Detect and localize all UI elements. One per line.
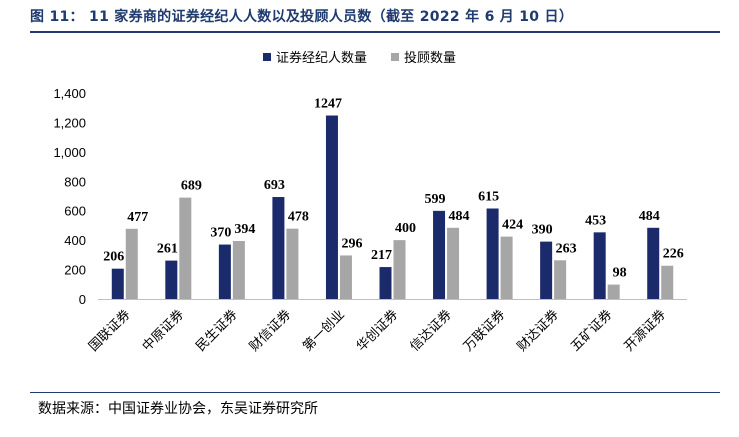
data-label-advisors: 424 — [502, 218, 523, 233]
bar-brokers — [218, 244, 231, 299]
bar-brokers — [486, 208, 499, 299]
category-label: 国联证券 — [86, 307, 134, 355]
y-tick-label: 0 — [79, 292, 86, 307]
y-tick-label: 1,000 — [53, 145, 86, 160]
bar-advisors — [232, 241, 245, 299]
y-tick-label: 1,400 — [53, 86, 86, 101]
category-label: 五矿证券 — [567, 307, 615, 355]
data-label-brokers: 206 — [103, 250, 124, 265]
data-label-advisors: 689 — [181, 179, 202, 194]
data-label-advisors: 226 — [663, 247, 684, 262]
category-label: 第一创业 — [300, 307, 347, 354]
data-label-advisors: 296 — [341, 236, 362, 251]
legend-swatch-advisors — [391, 53, 399, 61]
bar-brokers — [433, 210, 446, 299]
title-rule — [30, 31, 720, 33]
data-label-brokers: 484 — [639, 209, 660, 224]
bar-brokers — [379, 267, 392, 299]
data-label-brokers: 693 — [264, 178, 285, 193]
bar-advisors — [661, 265, 674, 299]
category-label: 财达证券 — [514, 307, 562, 355]
bar-advisors — [286, 228, 299, 299]
data-label-advisors: 478 — [288, 210, 309, 225]
category-label: 财信证券 — [246, 307, 294, 355]
figure-title: 图 11： 11 家券商的证券经纪人人数以及投顾人员数（截至 2022 年 6 … — [30, 9, 574, 25]
data-label-brokers: 390 — [532, 223, 553, 238]
data-label-brokers: 261 — [157, 242, 178, 257]
y-tick-label: 600 — [64, 204, 86, 219]
bar-advisors — [554, 260, 567, 299]
legend-label-advisors: 投顾数量 — [404, 50, 456, 66]
bar-brokers — [111, 268, 124, 299]
bar-advisors — [125, 228, 138, 299]
data-label-advisors: 484 — [449, 209, 470, 224]
data-label-advisors: 98 — [613, 266, 627, 281]
y-tick-label: 1,200 — [53, 115, 86, 130]
legend-swatch-brokers — [263, 53, 271, 61]
bar-brokers — [325, 115, 338, 300]
source-note: 数据来源：中国证券业协会，东吴证券研究所 — [38, 401, 318, 417]
data-label-brokers: 1247 — [314, 97, 342, 112]
category-label: 华创证券 — [353, 307, 401, 355]
source-rule — [30, 392, 720, 393]
bar-advisors — [607, 284, 620, 299]
data-label-brokers: 370 — [210, 226, 231, 241]
category-label: 信达证券 — [407, 307, 455, 355]
legend-label-brokers: 证券经纪人数量 — [276, 50, 367, 66]
bar-brokers — [593, 232, 606, 299]
category-label: 万联证券 — [460, 307, 508, 355]
data-label-brokers: 599 — [425, 192, 446, 207]
data-label-brokers: 453 — [585, 213, 606, 228]
bar-brokers — [540, 241, 553, 299]
data-label-brokers: 615 — [478, 190, 499, 205]
bar-advisors — [500, 236, 513, 299]
y-tick-label: 400 — [64, 233, 86, 248]
y-tick-label: 800 — [64, 174, 86, 189]
bar-advisors — [339, 255, 352, 299]
data-label-brokers: 217 — [371, 248, 392, 263]
data-label-advisors: 477 — [127, 210, 148, 225]
bar-brokers — [647, 227, 660, 299]
bar-advisors — [179, 197, 192, 299]
category-label: 民生证券 — [193, 307, 241, 355]
bar-advisors — [447, 227, 460, 299]
data-label-advisors: 263 — [556, 241, 577, 256]
data-label-advisors: 400 — [395, 221, 416, 236]
category-label: 开源证券 — [621, 307, 669, 355]
category-label: 中原证券 — [139, 307, 187, 355]
data-label-advisors: 394 — [234, 222, 255, 237]
y-tick-label: 200 — [64, 263, 86, 278]
bar-advisors — [393, 240, 406, 299]
bar-brokers — [165, 260, 178, 299]
bar-brokers — [272, 197, 285, 299]
